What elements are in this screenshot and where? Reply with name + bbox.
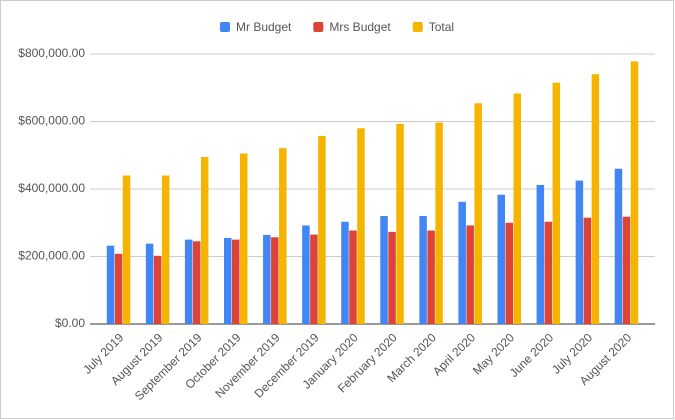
bar xyxy=(435,122,443,324)
y-tick-label: $200,000.00 xyxy=(18,249,85,263)
bar xyxy=(224,237,232,324)
bar xyxy=(388,231,396,324)
bar xyxy=(271,237,279,324)
bar xyxy=(122,175,131,324)
bar xyxy=(240,153,248,324)
bar xyxy=(279,148,287,324)
legend-swatch xyxy=(220,22,230,32)
bar xyxy=(302,225,310,324)
bar xyxy=(184,239,193,324)
bar xyxy=(591,74,600,324)
bar xyxy=(536,184,545,324)
bar xyxy=(474,103,482,325)
legend-swatch xyxy=(412,22,423,32)
bar xyxy=(583,217,592,324)
bar xyxy=(575,180,584,324)
bar xyxy=(622,216,631,324)
bar xyxy=(544,221,553,324)
bar xyxy=(419,216,427,324)
bar xyxy=(396,123,404,324)
bar xyxy=(106,245,115,324)
y-tick-label: $600,000.00 xyxy=(18,114,85,128)
bar xyxy=(153,255,162,324)
legend-label: Mrs Budget xyxy=(329,20,391,34)
bar xyxy=(161,175,170,324)
legend-label: Mr Budget xyxy=(236,20,292,34)
bar xyxy=(380,216,388,324)
bar xyxy=(263,234,271,324)
bar xyxy=(466,225,474,324)
y-tick-label: $0.00 xyxy=(55,316,85,330)
bar xyxy=(310,234,318,324)
bar xyxy=(349,230,357,324)
bar xyxy=(552,82,561,324)
bar xyxy=(357,128,365,324)
bar xyxy=(427,230,435,324)
bar xyxy=(513,93,521,324)
bar xyxy=(497,194,505,324)
bar xyxy=(200,156,209,324)
bar xyxy=(341,221,349,324)
bar xyxy=(505,222,513,324)
bar xyxy=(458,201,466,324)
y-tick-label: $400,000.00 xyxy=(18,181,85,195)
bar xyxy=(614,168,623,324)
bar xyxy=(630,61,639,325)
bar xyxy=(318,136,326,324)
legend-swatch xyxy=(313,22,324,32)
bar xyxy=(145,243,154,324)
bar xyxy=(232,239,240,324)
legend-label: Total xyxy=(429,20,454,34)
bar xyxy=(192,241,201,324)
bar xyxy=(114,253,123,324)
y-tick-label: $800,000.00 xyxy=(18,46,85,60)
